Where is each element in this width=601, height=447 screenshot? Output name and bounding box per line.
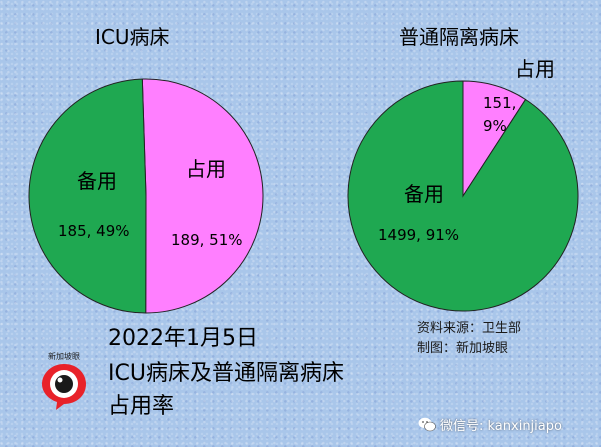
caption-date: 2022年1月5日 xyxy=(108,326,258,351)
isolation-pie xyxy=(347,80,579,312)
icu-occupied-label: 占用 xyxy=(186,157,226,181)
icu-slice-spare xyxy=(28,78,147,314)
eye-logo-icon: 新加坡眼 xyxy=(42,351,86,410)
logo-text: 新加坡眼 xyxy=(48,351,80,361)
source-line: 资料来源：卫生部 xyxy=(417,321,521,336)
brand-logo: 新加坡眼 xyxy=(34,350,94,412)
icu-pie-title: ICU病床 xyxy=(95,25,170,49)
wechat-id: 微信号: kanxinjiapo xyxy=(440,419,562,434)
isolation-spare-label: 备用 xyxy=(404,182,444,206)
isolation-occupied-percent: 9% xyxy=(483,117,507,135)
icu-spare-label: 备用 xyxy=(77,169,117,193)
isolation-pie-title: 普通隔离病床 xyxy=(399,25,519,49)
credit-line: 制图：新加坡眼 xyxy=(417,340,508,356)
icu-pie xyxy=(28,78,264,314)
icu-spare-value: 185, 49% xyxy=(58,222,130,240)
wechat-watermark: 微信号: kanxinjiapo xyxy=(418,415,562,434)
caption-title: ICU病床及普通隔离病床 xyxy=(108,361,344,386)
isolation-occupied-value: 151, xyxy=(483,94,516,112)
icu-occupied-value: 189, 51% xyxy=(171,231,243,249)
icu-slice-occupied xyxy=(141,78,264,314)
isolation-slice-spare xyxy=(347,80,579,312)
isolation-occupied-label: 占用 xyxy=(515,57,555,81)
wechat-icon xyxy=(418,417,436,432)
isolation-spare-value: 1499, 91% xyxy=(378,226,459,244)
caption-subtitle: 占用率 xyxy=(108,394,174,419)
